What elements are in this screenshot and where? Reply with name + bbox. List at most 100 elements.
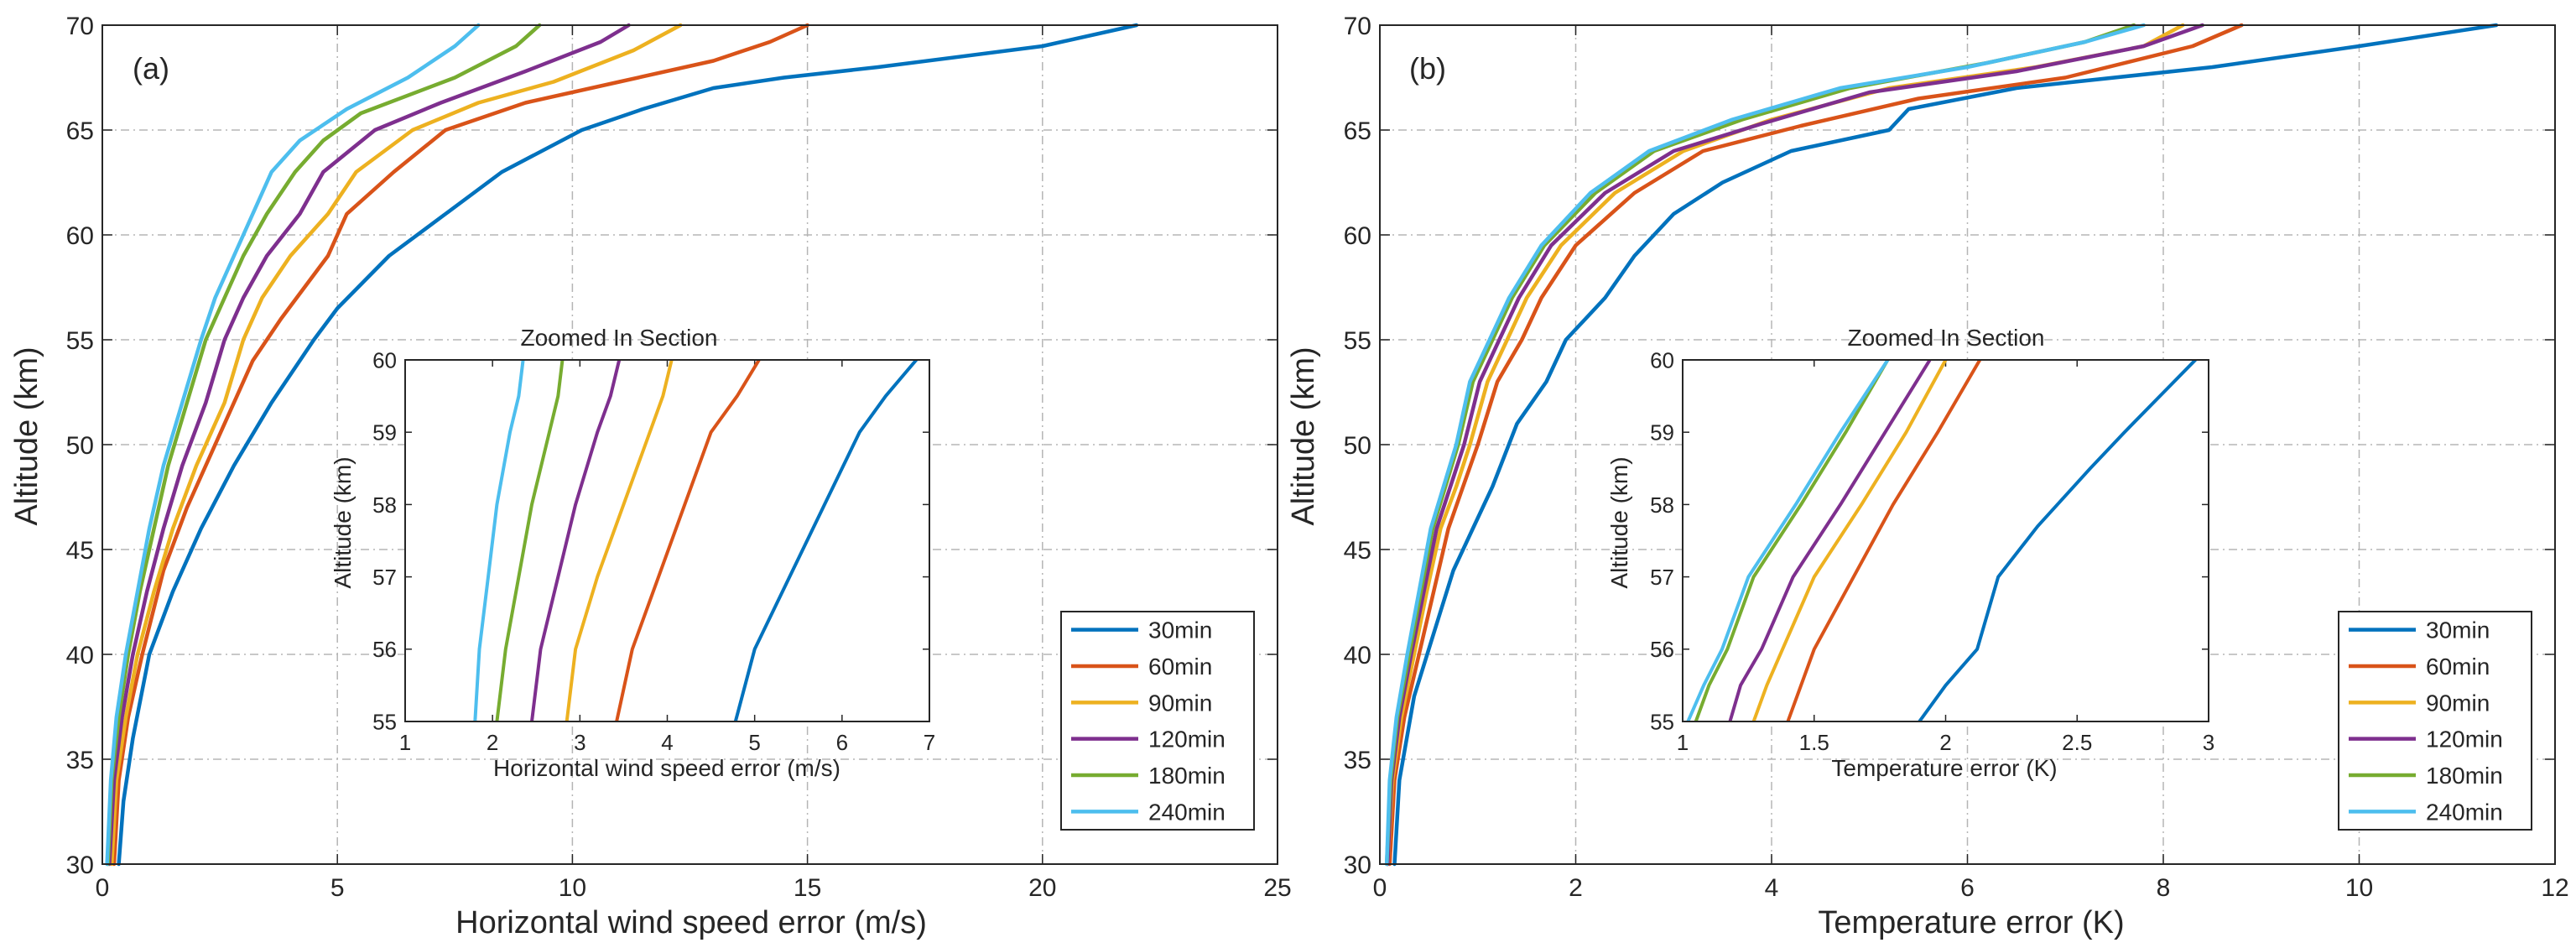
panel-a-ylabel: Altitude (km): [9, 346, 44, 525]
panel-a-inset-xtick-label: 3: [574, 730, 585, 755]
panel-a-series-line-120min: [107, 23, 631, 867]
panel-b-inset-xlabel: Temperature error (K): [1831, 755, 2057, 781]
panel-b-legend-label-120min: 120min: [2426, 727, 2503, 753]
panel-b-inset-xtick-label: 1: [1677, 730, 1689, 755]
panel-b-ytick-label: 70: [1344, 13, 1371, 40]
panel-a-ytick-label: 60: [66, 222, 94, 250]
panel-b-xtick-label: 10: [2345, 874, 2373, 902]
panel-a-ytick-label: 65: [66, 117, 94, 145]
panel-a-ytick-label: 40: [66, 642, 94, 669]
panel-b-series-line-60min: [1387, 23, 2244, 867]
panel-a-ytick-label: 55: [66, 327, 94, 355]
panel-b-inset-ytick-label: 59: [1650, 420, 1674, 445]
panel-a-xtick-label: 20: [1028, 874, 1056, 902]
panel-b-axes-box: [1379, 24, 2556, 865]
panel-b-inset-xtick-label: 2.5: [2062, 730, 2092, 755]
panel-b-ylabel: Altitude (km): [1286, 346, 1321, 525]
panel-a-inset-ytick-label: 59: [372, 420, 397, 445]
panel-a-ytick-label: 70: [66, 13, 94, 40]
panel-b-xtick-label: 0: [1373, 874, 1387, 902]
panel-a-inset-ytick-label: 60: [372, 347, 397, 372]
panel-b-inset-ytick-label: 60: [1650, 347, 1674, 372]
panel-a-legend-label-240min: 240min: [1148, 799, 1226, 825]
panel-a-legend: [1060, 611, 1255, 831]
panel-a-xtick-label: 10: [559, 874, 586, 902]
panel-b-ytick-label: 30: [1344, 852, 1371, 879]
panel-b-inset-ytick-label: 56: [1650, 637, 1674, 662]
panel-b-inset-lines: [1686, 360, 2198, 721]
panel-b-legend-label-30min: 30min: [2426, 617, 2490, 643]
panel-b-legend: [2338, 611, 2532, 831]
panel-b-inset-ylabel: Altitude (km): [1606, 456, 1632, 588]
panel-b-inset-title: Zoomed In Section: [1847, 325, 2044, 351]
panel-a-inset-series-line-240min: [473, 360, 525, 721]
panel-a-series-line-60min: [112, 23, 809, 867]
panel-a-label: (a): [133, 51, 169, 86]
panel-b-inset-box: [1682, 359, 2209, 722]
panel-a-xtick-label: 5: [330, 874, 345, 902]
panel-a-legend-label-30min: 30min: [1148, 617, 1212, 643]
panel-b-inset-ytick-label: 57: [1650, 565, 1674, 590]
panel-a-inset-ytick-label: 58: [372, 492, 397, 518]
panel-a-legend-label-120min: 120min: [1148, 727, 1226, 753]
panel-a-inset-xtick-label: 5: [748, 730, 760, 755]
panel-a-xlabel: Horizontal wind speed error (m/s): [455, 905, 927, 940]
panel-b-ytick-label: 60: [1344, 222, 1371, 250]
panel-b: 0 2 4 6 8 10 12 30 35 40 45 50 55 60 65 70 1 1.5 2 2.5 3 55 56…: [1344, 13, 2569, 902]
panel-a-inset-series-line-30min: [733, 360, 919, 721]
panel-a-inset-ylabel: Altitude (km): [330, 456, 356, 588]
panel-b-ytick-label: 50: [1344, 432, 1371, 460]
panel-b-inset-xtick-label: 3: [2203, 730, 2214, 755]
panel-a-legend-label-180min: 180min: [1148, 763, 1226, 789]
panel-a-legend-label-90min: 90min: [1148, 690, 1212, 716]
panel-b-ytick-label: 40: [1344, 642, 1371, 669]
panel-b-inset-ytick-label: 55: [1650, 709, 1674, 734]
panel-a-ytick-label: 35: [66, 747, 94, 774]
panel-b-legend-label-60min: 60min: [2426, 654, 2490, 680]
panel-a-ytick-label: 30: [66, 852, 94, 879]
panel-b-legend-label-180min: 180min: [2426, 763, 2503, 789]
panel-a-legend-label-60min: 60min: [1148, 654, 1212, 680]
panel-a-ytick-label: 50: [66, 432, 94, 460]
panel-a-inset-xlabel: Horizontal wind speed error (m/s): [493, 755, 840, 781]
panel-a-inset-series-line-90min: [565, 360, 674, 721]
panel-a-series-line-180min: [106, 23, 542, 867]
panel-b-series-line-30min: [1392, 23, 2499, 867]
panel-b-ytick-label: 35: [1344, 747, 1371, 774]
panel-b-xtick-label: 4: [1765, 874, 1779, 902]
panel-b-inset-series-line-120min: [1728, 360, 1932, 721]
panel-b-series-line-240min: [1384, 23, 2146, 867]
panel-a-series-line-30min: [117, 23, 1139, 867]
panel-a-xtick-label: 0: [96, 874, 110, 902]
panel-b-inset-ytick-label: 58: [1650, 492, 1674, 518]
panel-b-series-line-120min: [1386, 23, 2204, 867]
panel-b-xtick-label: 2: [1569, 874, 1583, 902]
panel-a-inset-xtick-label: 7: [924, 730, 935, 755]
panel-a-inset-title: Zoomed In Section: [520, 325, 717, 351]
panel-a-inset-xtick-label: 2: [487, 730, 498, 755]
panel-b-inset-series-line-240min: [1686, 360, 1890, 721]
panel-a-inset-xtick-label: 1: [399, 730, 411, 755]
panel-a-inset-ytick-label: 57: [372, 565, 397, 590]
panel-a-inset-ytick-label: 56: [372, 637, 397, 662]
panel-b-xtick-label: 6: [1960, 874, 1975, 902]
panel-b-inset-xtick-label: 2: [1939, 730, 1951, 755]
panel-b-inset-series-line-180min: [1694, 360, 1890, 721]
panel-a-xtick-label: 25: [1263, 874, 1291, 902]
panel-b-ytick-label: 65: [1344, 117, 1371, 145]
panel-a-ytick-label: 45: [66, 537, 94, 565]
panel-b-inset-plot-area: [1683, 360, 2209, 721]
panel-a-inset-box: [404, 359, 930, 722]
panel-a-inset-plot-area: [405, 360, 929, 721]
panel-b-xlabel: Temperature error (K): [1818, 905, 2124, 940]
panel-b-legend-label-90min: 90min: [2426, 690, 2490, 716]
panel-b-inset-series-line-90min: [1751, 360, 1948, 721]
panel-b-ytick-label: 45: [1344, 537, 1371, 565]
panel-b-label: (b): [1409, 51, 1446, 86]
panel-a-series-line-90min: [109, 23, 683, 867]
panel-b-inset-series-line-30min: [1918, 360, 2198, 721]
panel-a-inset-series-line-180min: [495, 360, 565, 721]
panel-b-xtick-label: 8: [2157, 874, 2171, 902]
panel-b-ytick-label: 55: [1344, 327, 1371, 355]
